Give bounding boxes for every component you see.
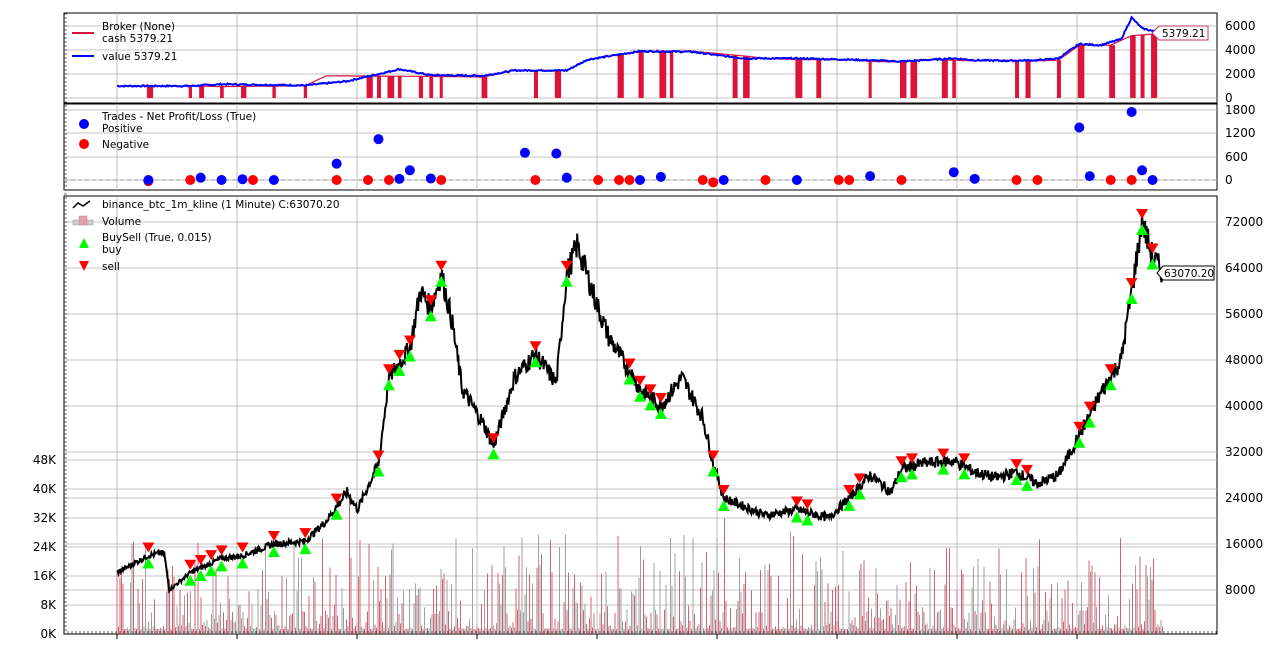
volume-legend-label: Volume xyxy=(102,216,141,228)
svg-text:63070.20: 63070.20 xyxy=(1164,268,1214,280)
volume-ytick: 16K xyxy=(33,569,57,583)
price-ytick: 16000 xyxy=(1225,537,1263,551)
price-ytick: 72000 xyxy=(1225,215,1263,229)
price-ytick: 56000 xyxy=(1225,307,1263,321)
broker-last-value-tag: 5379.21 xyxy=(1151,25,1209,41)
price-panel: binance_btc_1m_kline (1 Minute) C:63070.… xyxy=(33,195,1263,641)
data-legend-swatch xyxy=(72,200,91,209)
trades-ytick: 600 xyxy=(1225,150,1248,164)
buysell-legend-title: BuySell (True, 0.015) xyxy=(102,232,212,244)
price-ytick: 24000 xyxy=(1225,491,1263,505)
broker-ytick: 0 xyxy=(1225,91,1233,105)
price-ytick: 8000 xyxy=(1225,583,1256,597)
volume-bars xyxy=(116,498,1163,634)
volume-ytick: 24K xyxy=(33,540,57,554)
last-close-tag: 63070.20 xyxy=(1156,265,1215,281)
volume-legend-swatch xyxy=(72,215,94,226)
svg-text:5379.21: 5379.21 xyxy=(1162,28,1205,40)
price-ytick: 40000 xyxy=(1225,399,1263,413)
negative-legend-swatch xyxy=(79,139,89,149)
x-axis-ticks xyxy=(116,634,1078,639)
sell-legend-icon xyxy=(79,261,89,271)
sell-legend-label: sell xyxy=(102,261,120,273)
positive-legend-swatch xyxy=(79,119,89,129)
broker-panel: Broker (None) cash 5379.21 value 5379.21… xyxy=(63,12,1256,105)
trades-ytick: 0 xyxy=(1225,173,1233,187)
y-minor-ticks xyxy=(63,13,1217,634)
trade-markers xyxy=(143,106,1158,188)
price-line xyxy=(116,210,1164,594)
buy-sell-markers xyxy=(142,209,1159,586)
broker-ytick: 6000 xyxy=(1225,19,1256,33)
data-legend-label: binance_btc_1m_kline (1 Minute) C:63070.… xyxy=(102,199,340,211)
positive-legend-label: Positive xyxy=(102,123,142,135)
price-ytick: 48000 xyxy=(1225,353,1263,367)
volume-ytick: 48K xyxy=(33,453,57,467)
buy-legend-label: buy xyxy=(102,244,122,256)
price-ytick: 32000 xyxy=(1225,445,1263,459)
negative-legend-label: Negative xyxy=(102,139,149,151)
broker-legend-title: Broker (None) xyxy=(102,21,175,33)
volume-ytick: 0K xyxy=(40,627,57,641)
volume-ytick: 32K xyxy=(33,511,57,525)
cash-legend-label: cash 5379.21 xyxy=(102,33,173,45)
value-line xyxy=(116,15,1164,88)
volume-ytick: 40K xyxy=(33,482,57,496)
trades-ytick: 1200 xyxy=(1225,126,1256,140)
broker-ytick: 4000 xyxy=(1225,43,1256,57)
trades-legend-title: Trades - Net Profit/Loss (True) xyxy=(101,111,256,123)
buy-legend-icon xyxy=(79,238,89,248)
value-legend-label: value 5379.21 xyxy=(102,51,177,63)
broker-ytick: 2000 xyxy=(1225,67,1256,81)
cash-spikes xyxy=(146,34,1158,98)
trades-panel: Trades - Net Profit/Loss (True) Positive… xyxy=(63,103,1256,191)
volume-ytick: 8K xyxy=(40,598,57,612)
price-ytick: 64000 xyxy=(1225,261,1263,275)
trades-ytick: 1800 xyxy=(1225,103,1256,117)
